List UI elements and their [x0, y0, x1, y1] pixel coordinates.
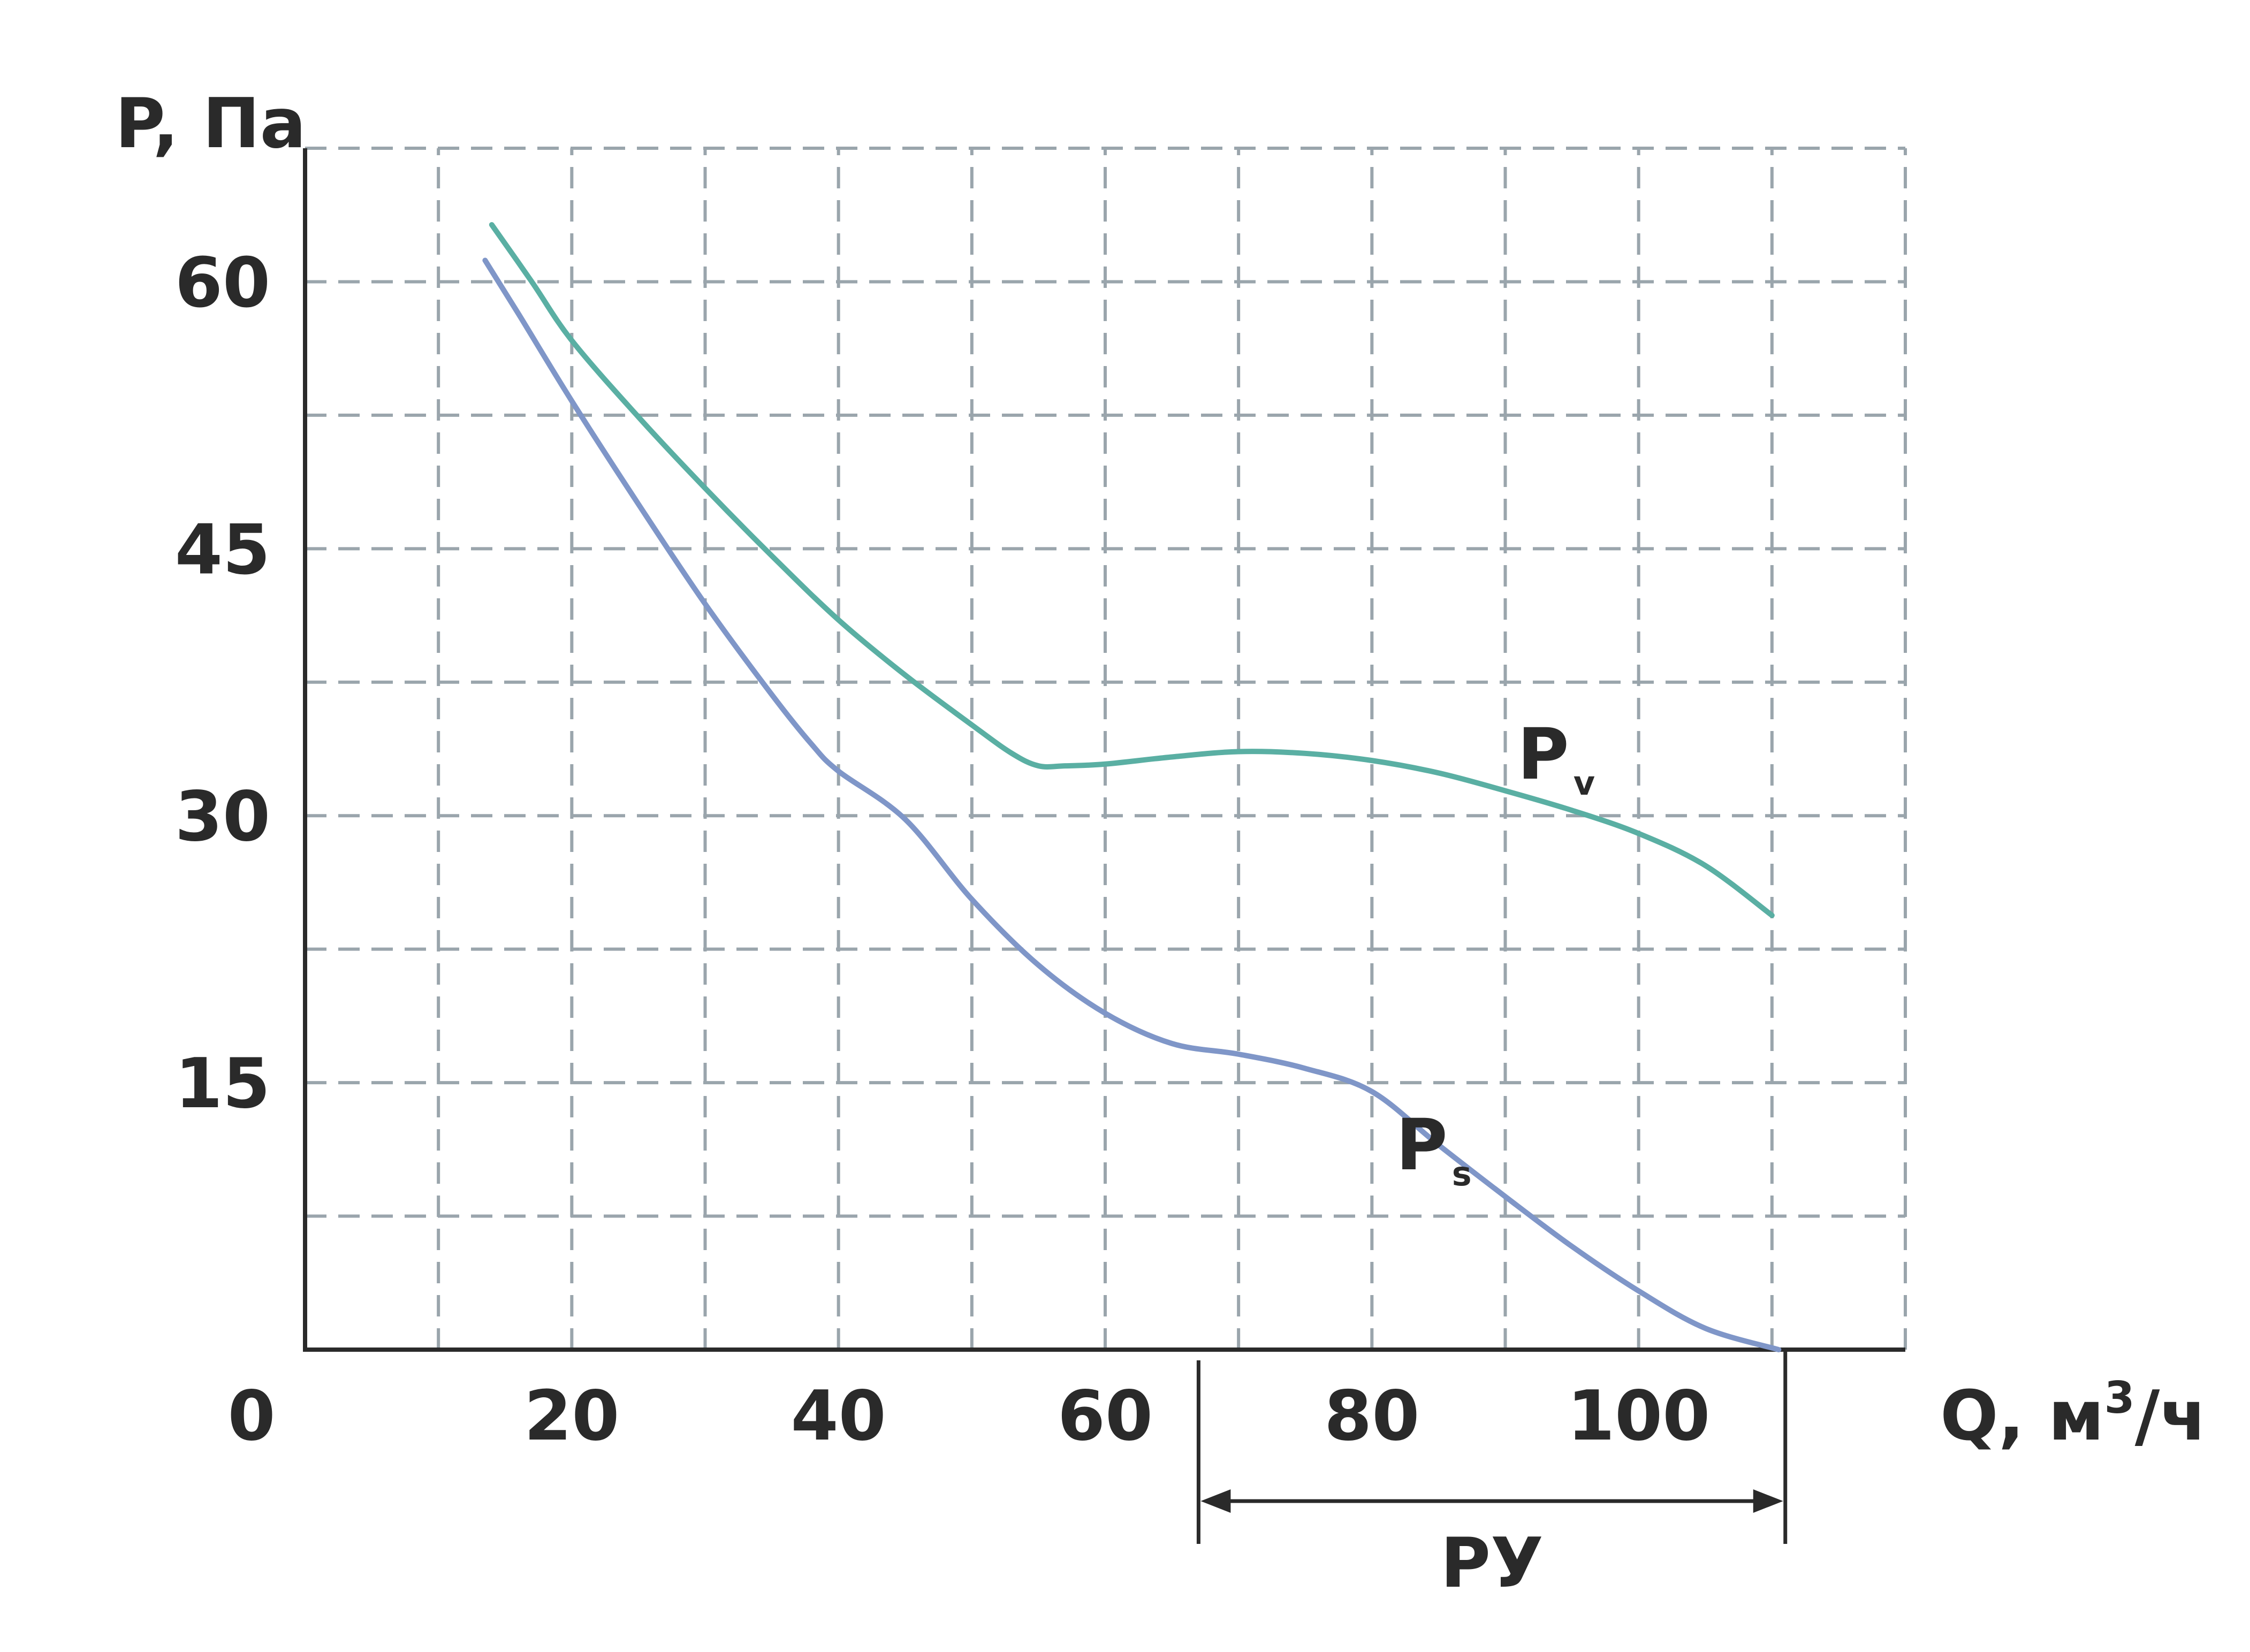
range-arrow-head-right [1753, 1489, 1783, 1513]
x-tick-label-100: 100 [1567, 1376, 1710, 1456]
y-tick-label-45: 45 [175, 510, 270, 590]
y-axis-title: P, Па [115, 84, 306, 164]
series-line-pv [489, 222, 1775, 918]
x-tick-label-80: 80 [1324, 1376, 1419, 1456]
x-tick-label-60: 60 [1058, 1376, 1153, 1456]
range-arrow-head-left [1200, 1489, 1231, 1513]
x-axis-title-tail: /ч [2135, 1376, 2207, 1456]
series-group [482, 222, 1782, 1352]
x-tick-labels: 0 20 40 60 80 100 [227, 1376, 1710, 1456]
y-tick-labels: 15 30 45 60 [175, 243, 270, 1124]
grid [305, 147, 1907, 1350]
axes [303, 148, 1905, 1352]
operating-range-annotation: PУ [1196, 1350, 1788, 1603]
x-axis-title-main: Q, м [1940, 1376, 2104, 1456]
series-line-ps [482, 257, 1782, 1352]
range-label: PУ [1440, 1524, 1544, 1603]
x-tick-label-40: 40 [791, 1376, 886, 1456]
y-tick-label-30: 30 [175, 777, 270, 857]
y-tick-label-15: 15 [175, 1044, 270, 1124]
x-axis-title-sup: 3 [2104, 1373, 2135, 1423]
x-tick-label-20: 20 [524, 1376, 619, 1456]
y-tick-label-60: 60 [175, 243, 270, 323]
x-tick-label-0: 0 [227, 1376, 275, 1456]
x-axis-title: Q, м3/ч [1940, 1373, 2207, 1456]
